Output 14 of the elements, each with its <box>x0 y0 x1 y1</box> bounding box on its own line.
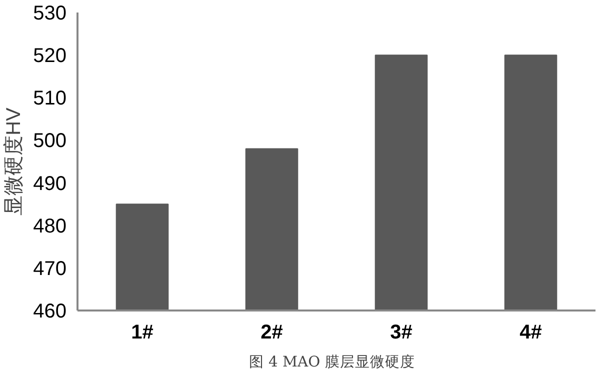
x-tick-label: 3# <box>390 322 412 344</box>
y-tick-label: 470 <box>33 258 67 280</box>
y-tick-label: 480 <box>33 215 67 238</box>
y-axis-title: 显微硬度HV <box>3 106 26 216</box>
y-tick-label: 460 <box>33 300 67 322</box>
y-tick-label: 510 <box>33 88 67 110</box>
x-tick-label: 2# <box>260 322 283 344</box>
y-tick-label: 490 <box>33 172 67 195</box>
y-tick-label: 530 <box>33 2 67 24</box>
x-tick-label: 1# <box>131 322 154 344</box>
y-tick-label: 520 <box>33 45 67 68</box>
x-tick-label: 4# <box>520 322 542 344</box>
y-tick-label: 500 <box>33 130 67 152</box>
text: 图 4 MAO 膜层显微硬度 <box>248 354 415 370</box>
